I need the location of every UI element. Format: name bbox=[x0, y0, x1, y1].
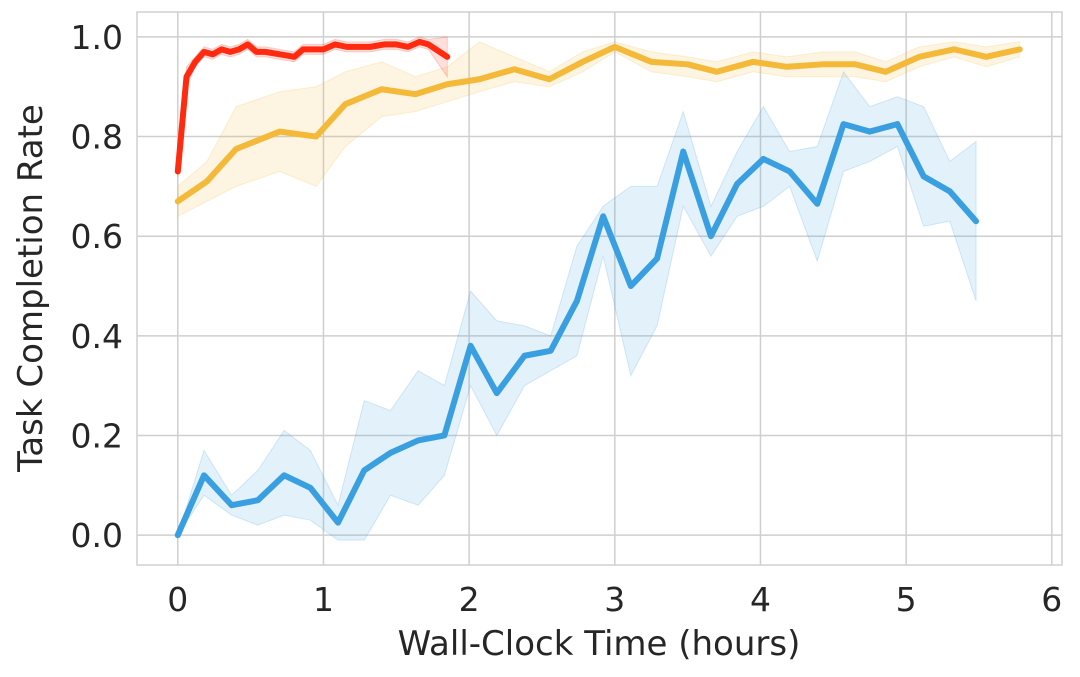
x-tick-label: 1 bbox=[313, 580, 334, 619]
x-tick-label: 5 bbox=[896, 580, 917, 619]
series-line bbox=[174, 38, 451, 175]
y-tick-label: 0.0 bbox=[71, 516, 123, 555]
plot-frame bbox=[136, 11, 1063, 566]
y-tick-label: 0.4 bbox=[71, 317, 123, 356]
y-tick-label: 0.8 bbox=[71, 118, 123, 157]
x-axis-label: Wall-Clock Time (hours) bbox=[398, 624, 801, 664]
x-tick-label: 0 bbox=[167, 580, 188, 619]
confidence-band bbox=[177, 41, 1021, 218]
x-tick-label: 4 bbox=[750, 580, 771, 619]
y-tick-label: 1.0 bbox=[71, 18, 123, 57]
y-tick-label: 0.6 bbox=[71, 217, 123, 256]
y-axis-label: Task Completion Rate bbox=[11, 104, 51, 473]
x-tick-label: 2 bbox=[459, 580, 480, 619]
y-tick-label: 0.2 bbox=[71, 416, 123, 455]
x-tick-label: 6 bbox=[1041, 580, 1062, 619]
series-line bbox=[174, 121, 980, 539]
x-tick-label: 3 bbox=[604, 580, 625, 619]
series-line bbox=[174, 43, 1023, 205]
